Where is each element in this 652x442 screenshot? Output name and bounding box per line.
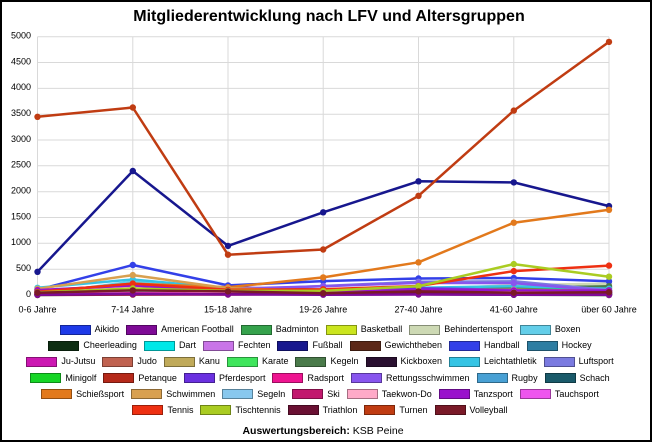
svg-text:2500: 2500 [11, 160, 31, 170]
svg-text:19-26 Jahre: 19-26 Jahre [299, 305, 347, 315]
svg-text:41-60 Jahre: 41-60 Jahre [490, 305, 538, 315]
svg-text:über 60 Jahre: über 60 Jahre [581, 305, 637, 315]
svg-text:1500: 1500 [11, 211, 31, 221]
svg-text:0: 0 [26, 289, 31, 299]
svg-text:3000: 3000 [11, 134, 31, 144]
svg-text:4000: 4000 [11, 82, 31, 92]
svg-text:15-18 Jahre: 15-18 Jahre [204, 305, 252, 315]
svg-text:4500: 4500 [11, 56, 31, 66]
svg-text:7-14 Jahre: 7-14 Jahre [111, 305, 154, 315]
svg-text:3500: 3500 [11, 108, 31, 118]
svg-text:Mitgliederentwicklung nach LFV: Mitgliederentwicklung nach LFV und Alter… [133, 8, 524, 25]
svg-text:0-6 Jahre: 0-6 Jahre [18, 305, 56, 315]
svg-text:2000: 2000 [11, 186, 31, 196]
svg-text:500: 500 [16, 263, 31, 273]
svg-text:27-40 Jahre: 27-40 Jahre [394, 305, 442, 315]
svg-text:1000: 1000 [11, 237, 31, 247]
svg-text:5000: 5000 [11, 31, 31, 41]
